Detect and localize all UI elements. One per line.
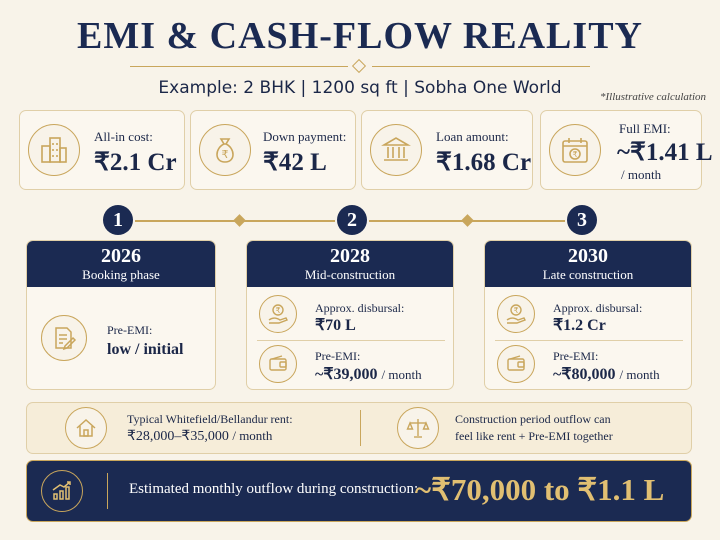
rupee-hand-icon: ₹: [259, 295, 297, 333]
row-value: low / initial: [107, 341, 184, 358]
page-subtitle: Example: 2 BHK | 1200 sq ft | Sobha One …: [158, 78, 562, 98]
stat-value: ₹42 L: [263, 149, 327, 176]
phase-header: 2028 Mid-construction: [247, 241, 453, 287]
row-value: ₹70 L: [315, 315, 356, 335]
phase-year: 2028: [330, 245, 370, 267]
stat-value: ₹2.1 Cr: [94, 149, 177, 176]
stat-value: ₹1.68 Cr: [436, 149, 532, 176]
wallet-icon: [259, 345, 297, 383]
stat-card-all-in-cost: All-in cost: ₹2.1 Cr: [19, 110, 185, 190]
row-label: Pre-EMI:: [553, 349, 599, 363]
rent-unit: / month: [232, 428, 273, 443]
svg-text:₹: ₹: [275, 306, 280, 315]
calendar-rupee-icon: ₹: [549, 124, 601, 176]
phase-card-2030: 2030 Late construction ₹ Approx. disburs…: [484, 240, 692, 390]
phase-card-2028: 2028 Mid-construction ₹ Approx. disbursa…: [246, 240, 454, 390]
rent-value-line: ₹28,000–₹35,000 / month: [127, 428, 272, 445]
stat-card-down-payment: ₹ Down payment: ₹42 L: [190, 110, 356, 190]
page-title: EMI & CASH-FLOW REALITY: [77, 15, 643, 57]
phase-year: 2030: [568, 245, 608, 267]
phase-header: 2030 Late construction: [485, 241, 691, 287]
stat-value: ~₹1.41 L: [617, 139, 713, 166]
value-text: ~₹39,000: [315, 366, 378, 383]
house-icon: [65, 407, 107, 449]
stat-label: All-in cost:: [94, 129, 153, 144]
rent-info-bar: Typical Whitefield/Bellandur rent: ₹28,0…: [26, 402, 692, 454]
stat-unit: / month: [621, 167, 662, 182]
timeline-diamond-1: [233, 214, 246, 227]
bank-icon: [370, 124, 422, 176]
timeline-number-1: 1: [103, 205, 133, 235]
phase-year: 2026: [101, 245, 141, 267]
title-diamond: [351, 58, 367, 74]
row-divider: [257, 340, 445, 341]
value-text: ₹70 L: [315, 317, 356, 334]
row-value: ~₹80,000 / month: [553, 364, 660, 384]
outflow-note-line2: feel like rent + Pre-EMI together: [455, 429, 613, 443]
phase-name: Booking phase: [82, 267, 160, 282]
rent-value: ₹28,000–₹35,000: [127, 429, 229, 444]
value-unit: / month: [381, 367, 422, 382]
growth-chart-icon: [41, 470, 83, 512]
buildings-icon: [28, 124, 80, 176]
stat-card-full-emi: ₹ Full EMI: ~₹1.41 L / month: [540, 110, 713, 190]
timeline-diamond-2: [461, 214, 474, 227]
bar-divider: [360, 410, 361, 446]
timeline-number-3: 3: [567, 205, 597, 235]
scales-icon: [397, 407, 439, 449]
row-label: Pre-EMI:: [107, 323, 153, 337]
title-rule-right: [372, 66, 590, 67]
row-value: ₹1.2 Cr: [553, 315, 606, 335]
outflow-note-line1: Construction period outflow can: [455, 412, 611, 426]
outflow-summary-bar: Estimated monthly outflow during constru…: [26, 460, 692, 522]
row-label: Approx. disbursal:: [315, 301, 405, 315]
stat-label: Loan amount:: [436, 129, 509, 144]
svg-text:₹: ₹: [222, 148, 229, 161]
rupee-hand-icon: ₹: [497, 295, 535, 333]
rent-label: Typical Whitefield/Bellandur rent:: [127, 412, 293, 426]
svg-text:₹: ₹: [513, 306, 518, 315]
phase-card-2026: 2026 Booking phase Pre-EMI: low / initia…: [26, 240, 216, 390]
summary-divider: [107, 473, 108, 509]
stat-card-loan-amount: Loan amount: ₹1.68 Cr: [361, 110, 533, 190]
title-rule-left: [130, 66, 348, 67]
phase-header: 2026 Booking phase: [27, 241, 215, 287]
row-label: Pre-EMI:: [315, 349, 361, 363]
row-value: ~₹39,000 / month: [315, 364, 422, 384]
value-text: ~₹80,000: [553, 366, 616, 383]
money-bag-icon: ₹: [199, 124, 251, 176]
document-pen-icon: [41, 315, 87, 361]
outflow-summary-label: Estimated monthly outflow during constru…: [129, 481, 419, 497]
stat-label: Full EMI:: [619, 121, 671, 136]
row-label: Approx. disbursal:: [553, 301, 643, 315]
row-divider: [495, 340, 683, 341]
value-text: ₹1.2 Cr: [553, 317, 606, 334]
stat-label: Down payment:: [263, 129, 347, 144]
outflow-summary-value: ~₹70,000 to ₹1.1 L: [415, 472, 665, 507]
phase-name: Mid-construction: [304, 267, 396, 282]
illustrative-note: *Illustrative calculation: [600, 91, 707, 103]
timeline-number-2: 2: [337, 205, 367, 235]
value-unit: / month: [619, 367, 660, 382]
phase-name: Late construction: [542, 267, 634, 282]
svg-text:₹: ₹: [572, 150, 577, 159]
wallet-icon: [497, 345, 535, 383]
